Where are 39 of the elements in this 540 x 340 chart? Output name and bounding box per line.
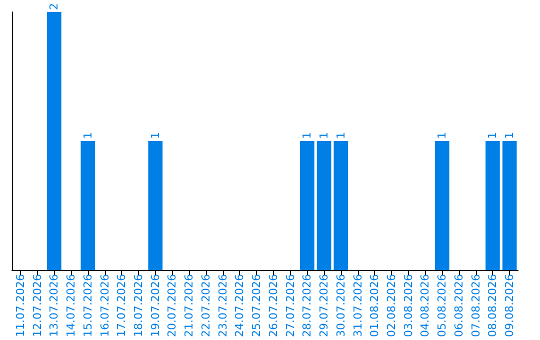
- x-tick-label: 23.07.2026: [216, 274, 230, 337]
- x-tick-label: 21.07.2026: [182, 274, 196, 337]
- x-tick-label: 20.07.2026: [166, 274, 179, 337]
- data-label: 1: [503, 132, 516, 139]
- x-tick-label: 11.07.2026: [14, 274, 27, 337]
- x-tick-label: 05.08.2026: [436, 274, 449, 337]
- x-tick-label: 13.07.2026: [48, 274, 61, 337]
- x-tick-label: 27.07.2026: [284, 274, 297, 337]
- x-tick-label: 25.07.2026: [250, 274, 264, 337]
- data-label: 1: [486, 132, 500, 139]
- x-tick-label: 07.08.2026: [469, 274, 482, 337]
- x-tick-label: 18.07.2026: [132, 274, 145, 337]
- x-tick-label: 09.08.2026: [503, 274, 516, 337]
- x-tick-label: 26.07.2026: [266, 274, 280, 337]
- x-tick-label: 06.08.2026: [452, 274, 466, 337]
- x-tick-label: 22.07.2026: [199, 274, 212, 337]
- x-tick-label: 28.07.2026: [300, 274, 314, 337]
- x-tick-label: 31.07.2026: [351, 274, 364, 337]
- x-tick-label: 24.07.2026: [233, 274, 246, 337]
- data-label: 1: [318, 132, 331, 139]
- x-tick-label: 19.07.2026: [148, 274, 162, 337]
- data-label: 1: [148, 132, 162, 139]
- data-label: 1: [436, 132, 449, 139]
- x-tick-label: 04.08.2026: [418, 274, 432, 337]
- data-label: 1: [81, 132, 94, 139]
- x-tick-label: 02.08.2026: [385, 274, 398, 337]
- x-tick-label: 01.08.2026: [368, 274, 382, 337]
- x-tick-label: 17.07.2026: [115, 274, 128, 337]
- x-tick-label: 14.07.2026: [64, 274, 78, 337]
- x-tick-label: 29.07.2026: [318, 274, 331, 337]
- x-tick-label: 03.08.2026: [402, 274, 415, 337]
- x-tick-label: 30.07.2026: [334, 274, 348, 337]
- data-label: 2: [48, 3, 61, 10]
- data-label: 1: [334, 132, 348, 139]
- x-tick-label: 15.07.2026: [81, 274, 94, 337]
- x-tick-label: 12.07.2026: [30, 274, 44, 337]
- data-label: 1: [300, 132, 314, 139]
- x-tick-label: 16.07.2026: [98, 274, 112, 337]
- x-tick-label: 08.08.2026: [486, 274, 500, 337]
